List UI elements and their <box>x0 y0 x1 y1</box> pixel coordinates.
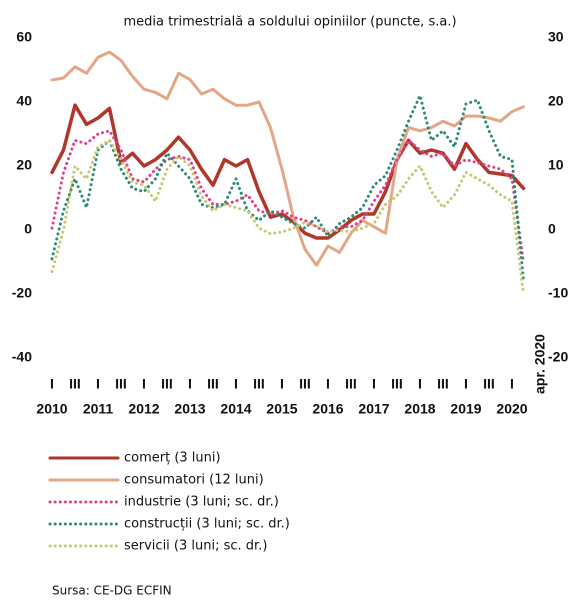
y-tick-label: -20 <box>12 285 32 301</box>
x-tick-label: I <box>188 376 192 392</box>
series-line <box>50 138 525 296</box>
series-line <box>50 50 525 267</box>
x-tick-label: apr. 2020 <box>532 334 548 394</box>
legend-label: consumatori (12 luni) <box>124 473 264 488</box>
x-tick-label: III <box>253 376 265 392</box>
x-tick-label: III <box>207 376 219 392</box>
chart-title: media trimestrială a soldului opiniilor … <box>123 15 456 30</box>
y2-tick-label: 10 <box>548 157 564 173</box>
year-label: 2011 <box>83 401 114 417</box>
legend-label: servicii (3 luni; sc. dr.) <box>124 539 267 554</box>
year-label: 2016 <box>312 401 343 417</box>
y2-tick-label: -20 <box>548 349 568 365</box>
x-tick-label: III <box>391 376 403 392</box>
year-label: 2017 <box>358 401 389 417</box>
year-label: 2020 <box>496 401 527 417</box>
year-label: 2015 <box>266 401 297 417</box>
y2-tick-label: 20 <box>548 93 564 109</box>
x-tick-label: I <box>50 376 54 392</box>
source: Sursa: CE-DG ECFIN <box>52 584 172 598</box>
x-tick-label: III <box>69 376 81 392</box>
y-tick-label: 20 <box>16 157 32 173</box>
y2-tick-label: 0 <box>548 221 556 237</box>
x-tick-label: I <box>326 376 330 392</box>
x-tick-label: I <box>418 376 422 392</box>
x-tick-label: I <box>372 376 376 392</box>
y-tick-label: 40 <box>16 93 32 109</box>
x-tick-label: I <box>96 376 100 392</box>
y-tick-label: 0 <box>24 221 32 237</box>
y2-tick-label: -10 <box>548 285 568 301</box>
x-tick-label: III <box>299 376 311 392</box>
y-tick-label: 60 <box>16 29 32 45</box>
x-tick-label: III <box>161 376 173 392</box>
y2-tick-label: 30 <box>548 29 564 45</box>
year-label: 2013 <box>174 401 205 417</box>
year-label: 2019 <box>450 401 481 417</box>
legend-label: comerț (3 luni) <box>124 451 221 466</box>
legend-label: industrie (3 luni; sc. dr.) <box>124 495 279 510</box>
y-tick-label: -40 <box>12 349 32 365</box>
x-tick-label: I <box>510 376 514 392</box>
year-label: 2010 <box>36 401 67 417</box>
x-tick-label: I <box>142 376 146 392</box>
series-line <box>50 94 525 283</box>
x-tick-label: III <box>437 376 449 392</box>
x-tick-label: III <box>345 376 357 392</box>
x-tick-label: III <box>115 376 127 392</box>
year-label: 2012 <box>128 401 159 417</box>
x-tick-label: I <box>234 376 238 392</box>
year-label: 2018 <box>404 401 435 417</box>
legend-label: construcții (3 luni; sc. dr.) <box>124 517 290 532</box>
year-label: 2014 <box>220 401 251 417</box>
x-tick-label: I <box>280 376 284 392</box>
x-tick-label: I <box>464 376 468 392</box>
series-line <box>50 129 525 264</box>
x-tick-label: III <box>483 376 495 392</box>
